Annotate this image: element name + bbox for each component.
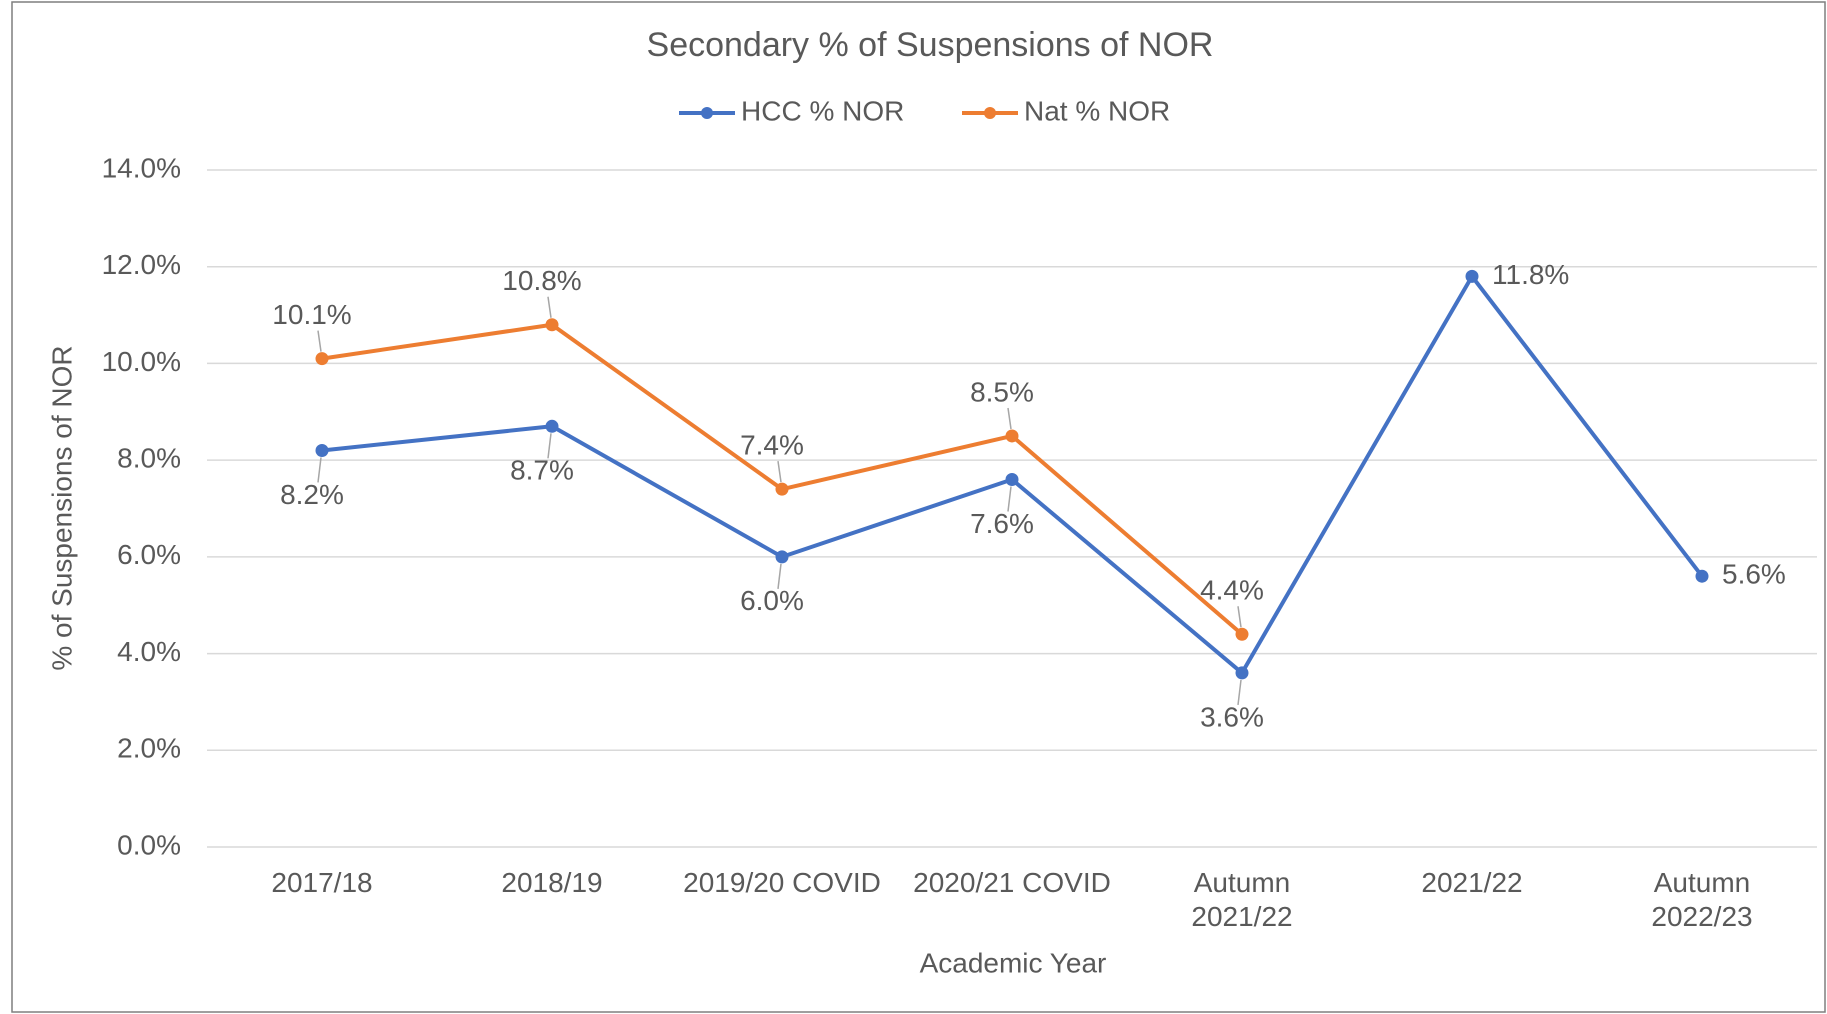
data-label: 8.2% <box>280 479 344 510</box>
leader-line <box>317 457 322 483</box>
legend-marker <box>701 107 713 119</box>
leader-line <box>777 461 782 483</box>
y-tick-label: 4.0% <box>117 636 181 667</box>
legend-label: Nat % NOR <box>1024 95 1170 126</box>
data-label: 10.1% <box>272 299 351 330</box>
y-tick-label: 10.0% <box>102 346 181 377</box>
x-tick-label: 2019/20 COVID <box>683 867 881 898</box>
leader-line <box>1007 407 1012 430</box>
data-label: 8.5% <box>970 376 1034 407</box>
data-label: 7.6% <box>970 508 1034 539</box>
data-label: 6.0% <box>740 585 804 616</box>
chart-title: Secondary % of Suspensions of NOR <box>647 26 1214 64</box>
data-point <box>1005 429 1019 443</box>
leader-line <box>547 296 552 318</box>
data-point <box>1235 627 1249 641</box>
leader-line <box>1007 486 1012 512</box>
y-tick-label: 8.0% <box>117 443 181 474</box>
data-point <box>545 318 559 332</box>
data-point <box>775 482 789 496</box>
data-label: 11.8% <box>1492 259 1569 290</box>
data-point <box>545 419 559 433</box>
legend-marker <box>984 107 996 119</box>
data-point <box>1005 472 1019 486</box>
x-tick-label: 2021/22 <box>1421 867 1523 898</box>
leader-line <box>1237 606 1242 628</box>
y-axis-title: % of Suspensions of NOR <box>46 345 77 670</box>
legend-label: HCC % NOR <box>741 95 904 126</box>
y-tick-label: 2.0% <box>117 733 181 764</box>
y-tick-label: 14.0% <box>102 152 181 183</box>
x-tick-label: Autumn 2022/23 <box>1651 867 1753 932</box>
data-point <box>315 443 329 457</box>
data-point <box>1695 569 1709 583</box>
data-label: 8.7% <box>510 455 574 486</box>
y-tick-label: 6.0% <box>117 539 181 570</box>
y-tick-label: 0.0% <box>117 829 181 860</box>
data-point <box>1235 666 1249 680</box>
leader-line <box>1237 679 1242 706</box>
leader-line <box>777 563 782 589</box>
data-label: 7.4% <box>740 430 804 461</box>
data-label: 5.6% <box>1722 559 1786 590</box>
leader-line <box>547 433 552 459</box>
x-axis-title: Academic Year <box>920 947 1107 978</box>
data-point <box>1465 269 1479 283</box>
data-point <box>775 550 789 564</box>
x-tick-label: 2020/21 COVID <box>913 867 1111 898</box>
data-point <box>315 352 329 366</box>
leader-line <box>317 330 322 352</box>
data-label: 10.8% <box>502 265 581 296</box>
data-label: 3.6% <box>1200 701 1264 732</box>
y-tick-label: 12.0% <box>102 249 181 280</box>
x-tick-label: 2018/19 <box>501 867 603 898</box>
x-tick-label: 2017/18 <box>271 867 373 898</box>
chart-border <box>11 1 1826 1013</box>
data-label: 4.4% <box>1200 575 1264 606</box>
x-tick-label: Autumn 2021/22 <box>1191 867 1293 932</box>
